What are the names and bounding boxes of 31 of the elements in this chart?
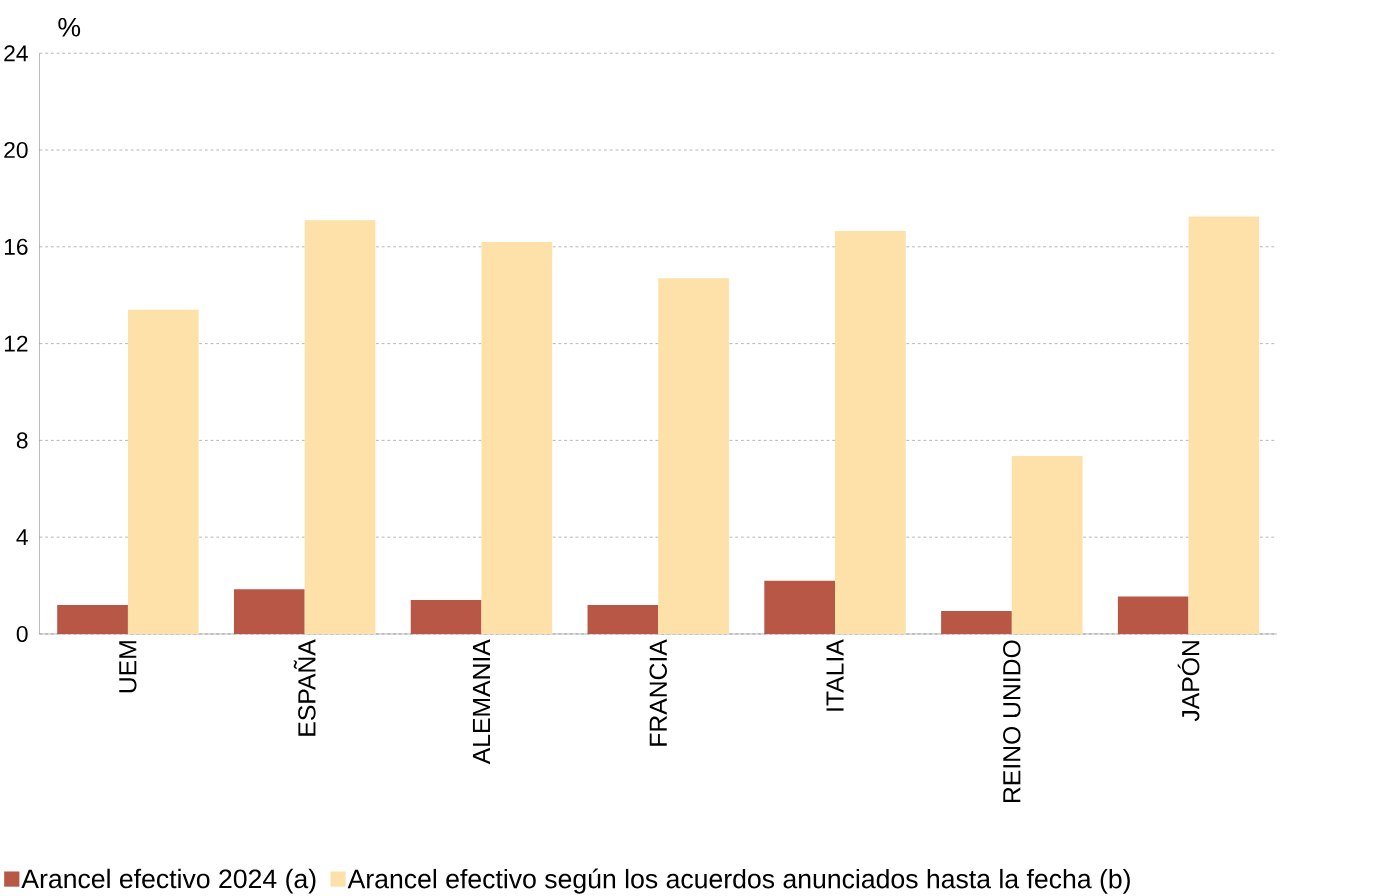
x-tick-label: ESPAÑA — [293, 639, 316, 736]
y-tick-label: 12 — [4, 335, 28, 352]
bar — [764, 580, 836, 634]
y-tick-label: 8 — [16, 432, 28, 449]
bar — [127, 309, 199, 634]
bar — [941, 610, 1012, 634]
y-tick-label: 16 — [4, 238, 28, 255]
y-tick-label: 4 — [16, 529, 28, 545]
y-tick-label: 20 — [4, 141, 28, 158]
x-tick-label: UEM — [119, 641, 137, 693]
y-axis-title: % — [58, 17, 81, 37]
bar — [1117, 596, 1189, 634]
y-tick-label: 24 — [4, 45, 28, 62]
x-tick-label: JAPÓN — [1177, 641, 1200, 722]
x-tick-label: FRANCIA — [649, 639, 667, 746]
bar — [410, 599, 482, 634]
x-tick-label: ALEMANIA — [472, 639, 490, 765]
bar — [481, 241, 553, 634]
bar — [1011, 455, 1083, 634]
legend-label: Arancel efectivo 2024 (a) — [21, 868, 316, 894]
bar — [233, 589, 305, 634]
y-tick-label: 0 — [16, 625, 28, 642]
bar — [587, 604, 659, 634]
legend-label: Arancel efectivo según los acuerdos anunciados hasta la fecha (b) — [347, 868, 1130, 894]
bar — [835, 230, 906, 634]
x-tick-label: ITALIA — [826, 639, 844, 711]
bar — [658, 278, 729, 634]
bar — [1188, 216, 1260, 634]
x-tick-label: REINO UNIDO — [1003, 640, 1021, 802]
bar — [304, 220, 376, 634]
bar — [57, 604, 128, 634]
